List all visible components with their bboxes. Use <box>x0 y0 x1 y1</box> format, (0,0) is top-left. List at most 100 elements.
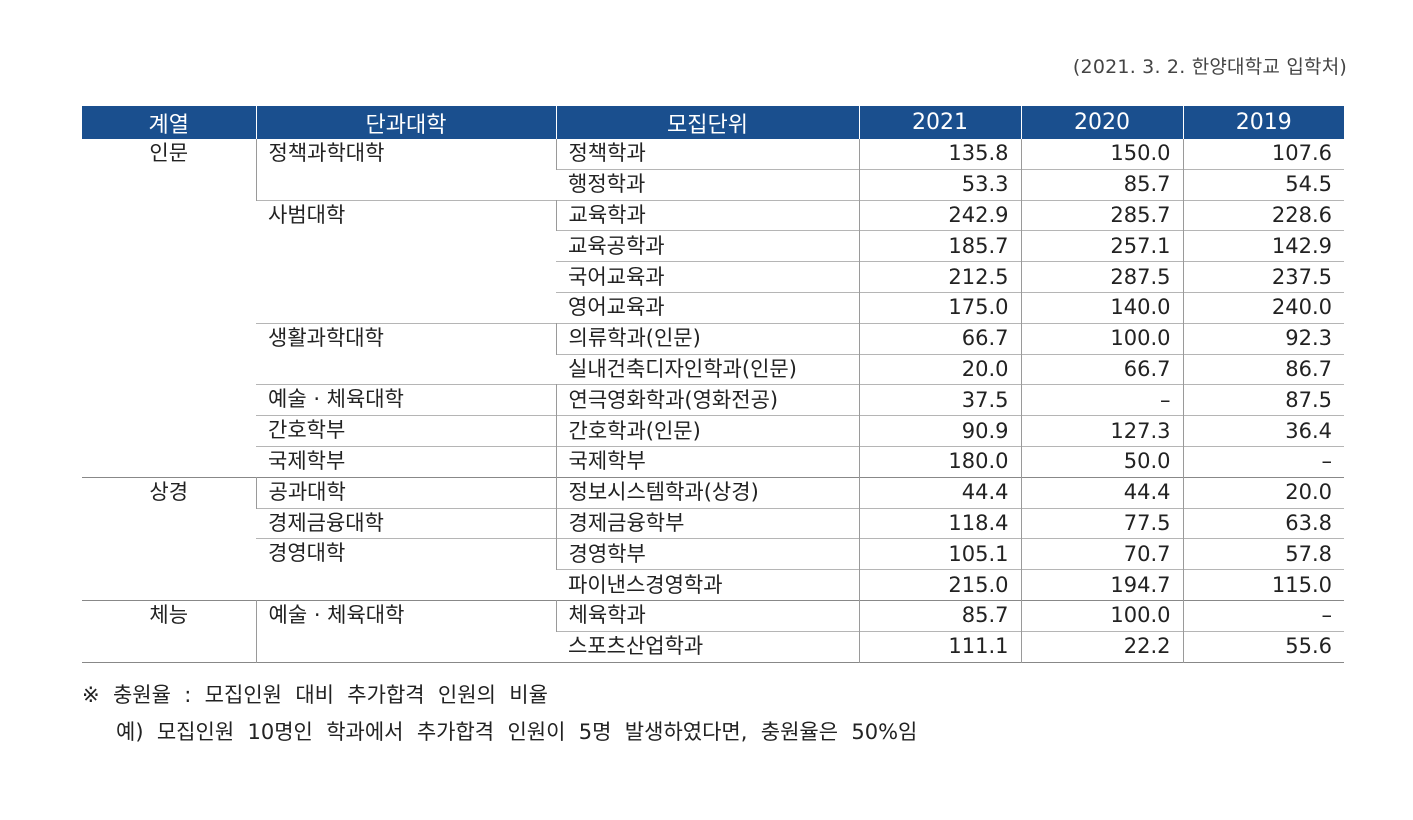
value-2019: 228.6 <box>1182 200 1344 231</box>
value-2021: 85.7 <box>858 600 1021 632</box>
unit-cell: 의류학과(인문) <box>555 323 859 355</box>
value-2019: 237.5 <box>1182 261 1344 293</box>
college-cell: 국제학부 <box>268 448 346 473</box>
table-row: 국제학부 국제학부 180.0 50.0 – <box>82 446 1344 478</box>
category-cell: 체능 <box>149 602 189 627</box>
value-2021: 185.7 <box>858 230 1021 262</box>
value-2019: 54.5 <box>1182 169 1344 201</box>
unit-cell: 경제금융학부 <box>555 508 859 539</box>
footnote-example: 예) 모집인원 10명인 학과에서 추가합격 인원이 5명 발생하였다면, 충원… <box>116 720 918 744</box>
table-row: 체능 예술 · 체육대학 체육학과 85.7 100.0 – <box>82 600 1344 663</box>
table-row: 영어교육과 175.0 140.0 240.0 <box>82 292 1344 324</box>
college-cell: 경영대학 <box>268 541 346 566</box>
college-cell: 예술 · 체육대학 <box>255 600 556 663</box>
header-2020: 2020 <box>1020 106 1183 139</box>
college-cell: 경제금융대학 <box>268 510 384 535</box>
value-2021: 37.5 <box>858 384 1021 416</box>
category-cell: 상경 <box>149 479 189 504</box>
value-2020: 194.7 <box>1020 569 1183 601</box>
table-row: 사범대학 교육학과 242.9 285.7 228.6 <box>82 200 1344 231</box>
value-2020: 85.7 <box>1020 169 1183 201</box>
value-2021: 44.4 <box>858 477 1021 509</box>
value-2019: 240.0 <box>1182 292 1344 324</box>
unit-cell: 파이낸스경영학과 <box>568 572 723 597</box>
college-cell: 정책과학대학 <box>255 139 556 201</box>
unit-cell: 정보시스템학과(상경) <box>555 477 859 509</box>
value-2020: 44.4 <box>1020 477 1183 509</box>
value-2021: 180.0 <box>858 446 1021 478</box>
footnote-definition: ※ 충원율 : 모집인원 대비 추가합격 인원의 비율 <box>82 683 548 707</box>
unit-cell: 체육학과 <box>555 600 859 632</box>
value-2019: – <box>1182 446 1344 478</box>
header-college: 단과대학 <box>255 106 556 139</box>
value-2019: 142.9 <box>1182 230 1344 262</box>
unit-cell: 스포츠산업학과 <box>568 634 704 659</box>
source-caption: (2021. 3. 2. 한양대학교 입학처) <box>1072 56 1347 78</box>
value-2020: 287.5 <box>1020 261 1183 293</box>
value-2021: 111.1 <box>858 631 1021 663</box>
table-row: 교육공학과 185.7 257.1 142.9 <box>82 230 1344 262</box>
value-2020: 100.0 <box>1020 600 1183 632</box>
value-2021: 66.7 <box>858 323 1021 355</box>
value-2021: 212.5 <box>858 261 1021 293</box>
value-2019: 36.4 <box>1182 415 1344 447</box>
unit-cell: 간호학과(인문) <box>555 415 859 447</box>
unit-cell: 교육학과 <box>555 200 859 231</box>
value-2020: 127.3 <box>1020 415 1183 447</box>
value-2020: 50.0 <box>1020 446 1183 478</box>
value-2020: 70.7 <box>1020 538 1183 570</box>
table-row: 파이낸스경영학과 215.0 194.7 115.0 <box>82 569 1344 601</box>
table-header-row: 계열 단과대학 모집단위 2021 2020 2019 <box>82 106 1344 139</box>
table-row: 간호학부 간호학과(인문) 90.9 127.3 36.4 <box>82 415 1344 447</box>
value-2020: 77.5 <box>1020 508 1183 539</box>
value-2020: 140.0 <box>1020 292 1183 324</box>
value-2021: 90.9 <box>858 415 1021 447</box>
table-row: 행정학과 53.3 85.7 54.5 <box>82 169 1344 201</box>
table-row: 경제금융대학 경제금융학부 118.4 77.5 63.8 <box>82 508 1344 539</box>
unit-cell: 국제학부 <box>555 446 859 478</box>
value-2020: 66.7 <box>1020 354 1183 385</box>
value-2019: 63.8 <box>1182 508 1344 539</box>
value-2019: 92.3 <box>1182 323 1344 355</box>
value-2021: 105.1 <box>858 538 1021 570</box>
category-cell: 인문 <box>149 141 189 165</box>
unit-cell: 교육공학과 <box>568 233 665 258</box>
college-cell: 간호학부 <box>268 418 346 443</box>
value-2019: 55.6 <box>1182 631 1344 663</box>
unit-cell: 행정학과 <box>568 172 646 197</box>
unit-cell: 영어교육과 <box>568 295 665 320</box>
college-cell: 예술 · 체육대학 <box>268 387 404 412</box>
value-2021: 135.8 <box>858 139 1021 170</box>
value-2021: 242.9 <box>858 200 1021 231</box>
value-2020: – <box>1020 384 1183 416</box>
college-cell: 사범대학 <box>268 202 346 227</box>
value-2019: 115.0 <box>1182 569 1344 601</box>
header-unit: 모집단위 <box>555 106 859 139</box>
table-row: 스포츠산업학과 111.1 22.2 55.6 <box>82 631 1344 663</box>
value-2021: 20.0 <box>858 354 1021 385</box>
table-row: 예술 · 체육대학 연극영화학과(영화전공) 37.5 – 87.5 <box>82 384 1344 416</box>
unit-cell: 연극영화학과(영화전공) <box>555 384 859 416</box>
college-cell: 생활과학대학 <box>268 325 384 350</box>
value-2020: 285.7 <box>1020 200 1183 231</box>
unit-cell: 경영학부 <box>555 538 859 570</box>
header-category: 계열 <box>82 106 256 139</box>
value-2021: 175.0 <box>858 292 1021 324</box>
unit-cell: 실내건축디자인학과(인문) <box>568 356 797 381</box>
fill-rate-table: 계열 단과대학 모집단위 2021 2020 2019 인문 정책과학대학 정책… <box>82 106 1344 663</box>
value-2020: 22.2 <box>1020 631 1183 663</box>
table-row: 인문 정책과학대학 정책학과 135.8 150.0 107.6 <box>82 139 1344 201</box>
value-2019: 20.0 <box>1182 477 1344 509</box>
table-row: 상경 공과대학 정보시스템학과(상경) 44.4 44.4 20.0 <box>82 477 1344 509</box>
header-2021: 2021 <box>858 106 1021 139</box>
header-2019: 2019 <box>1182 106 1344 139</box>
table-row: 국어교육과 212.5 287.5 237.5 <box>82 261 1344 293</box>
value-2021: 215.0 <box>858 569 1021 601</box>
value-2019: 87.5 <box>1182 384 1344 416</box>
value-2021: 118.4 <box>858 508 1021 539</box>
table-row: 실내건축디자인학과(인문) 20.0 66.7 86.7 <box>82 354 1344 385</box>
unit-cell: 국어교육과 <box>568 264 665 289</box>
unit-cell: 정책학과 <box>555 139 859 170</box>
value-2021: 53.3 <box>858 169 1021 201</box>
college-cell: 공과대학 <box>255 477 556 509</box>
